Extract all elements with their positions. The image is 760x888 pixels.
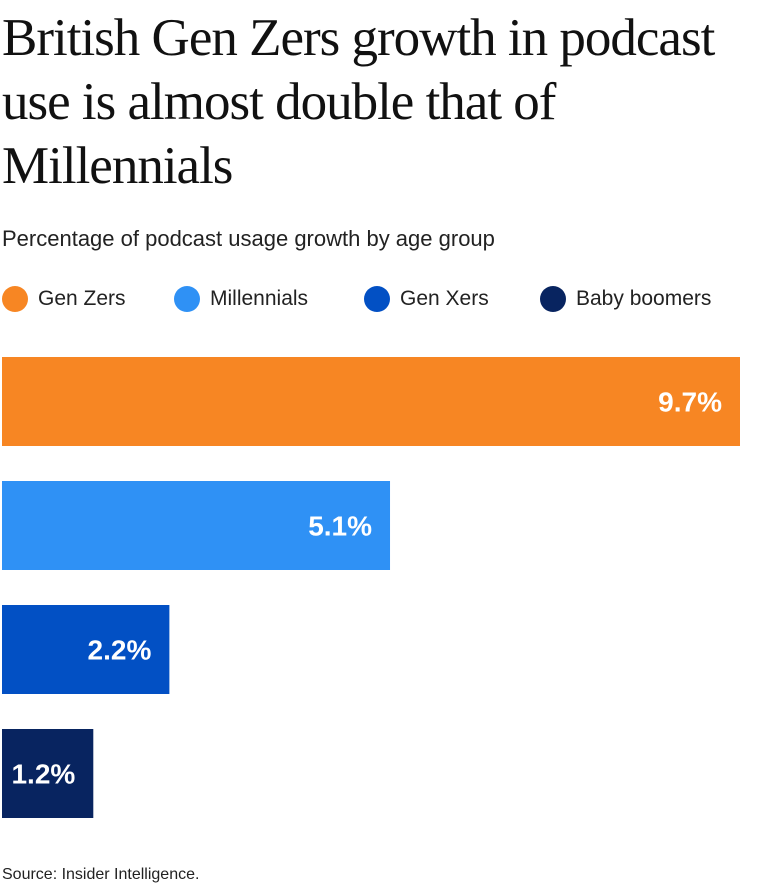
legend-item-gen-xers: Gen Xers	[364, 284, 489, 314]
legend: Gen Zers Millennials Gen Xers Baby boome…	[2, 284, 742, 314]
legend-label-baby-boomers: Baby boomers	[576, 287, 712, 310]
legend-label-gen-zers: Gen Zers	[38, 287, 126, 310]
bar-label-gen-zers: 9.7%	[658, 387, 722, 418]
legend-swatch-gen-xers	[364, 286, 390, 312]
bar-label-baby-boomers: 1.2%	[11, 759, 75, 790]
legend-swatch-baby-boomers	[540, 286, 566, 312]
legend-item-millennials: Millennials	[174, 284, 308, 314]
bar-millennials	[2, 481, 391, 570]
chart-subtitle: Percentage of podcast usage growth by ag…	[2, 226, 495, 251]
bar-gen-xers	[2, 605, 170, 694]
legend-item-baby-boomers: Baby boomers	[540, 284, 711, 314]
bar-gen-zers	[2, 357, 740, 446]
legend-swatch-millennials	[174, 286, 200, 312]
bar-label-millennials: 5.1%	[308, 511, 372, 542]
legend-label-millennials: Millennials	[210, 287, 309, 310]
bar-label-gen-xers: 2.2%	[88, 635, 152, 666]
legend-item-gen-zers: Gen Zers	[2, 284, 126, 314]
legend-swatch-gen-zers	[2, 286, 28, 312]
bar-baby-boomers	[2, 729, 94, 818]
legend-label-gen-xers: Gen Xers	[400, 287, 489, 310]
chart-title: British Gen Zers growth in podcast use i…	[2, 9, 715, 195]
source-note: Source: Insider Intelligence.	[2, 866, 200, 883]
